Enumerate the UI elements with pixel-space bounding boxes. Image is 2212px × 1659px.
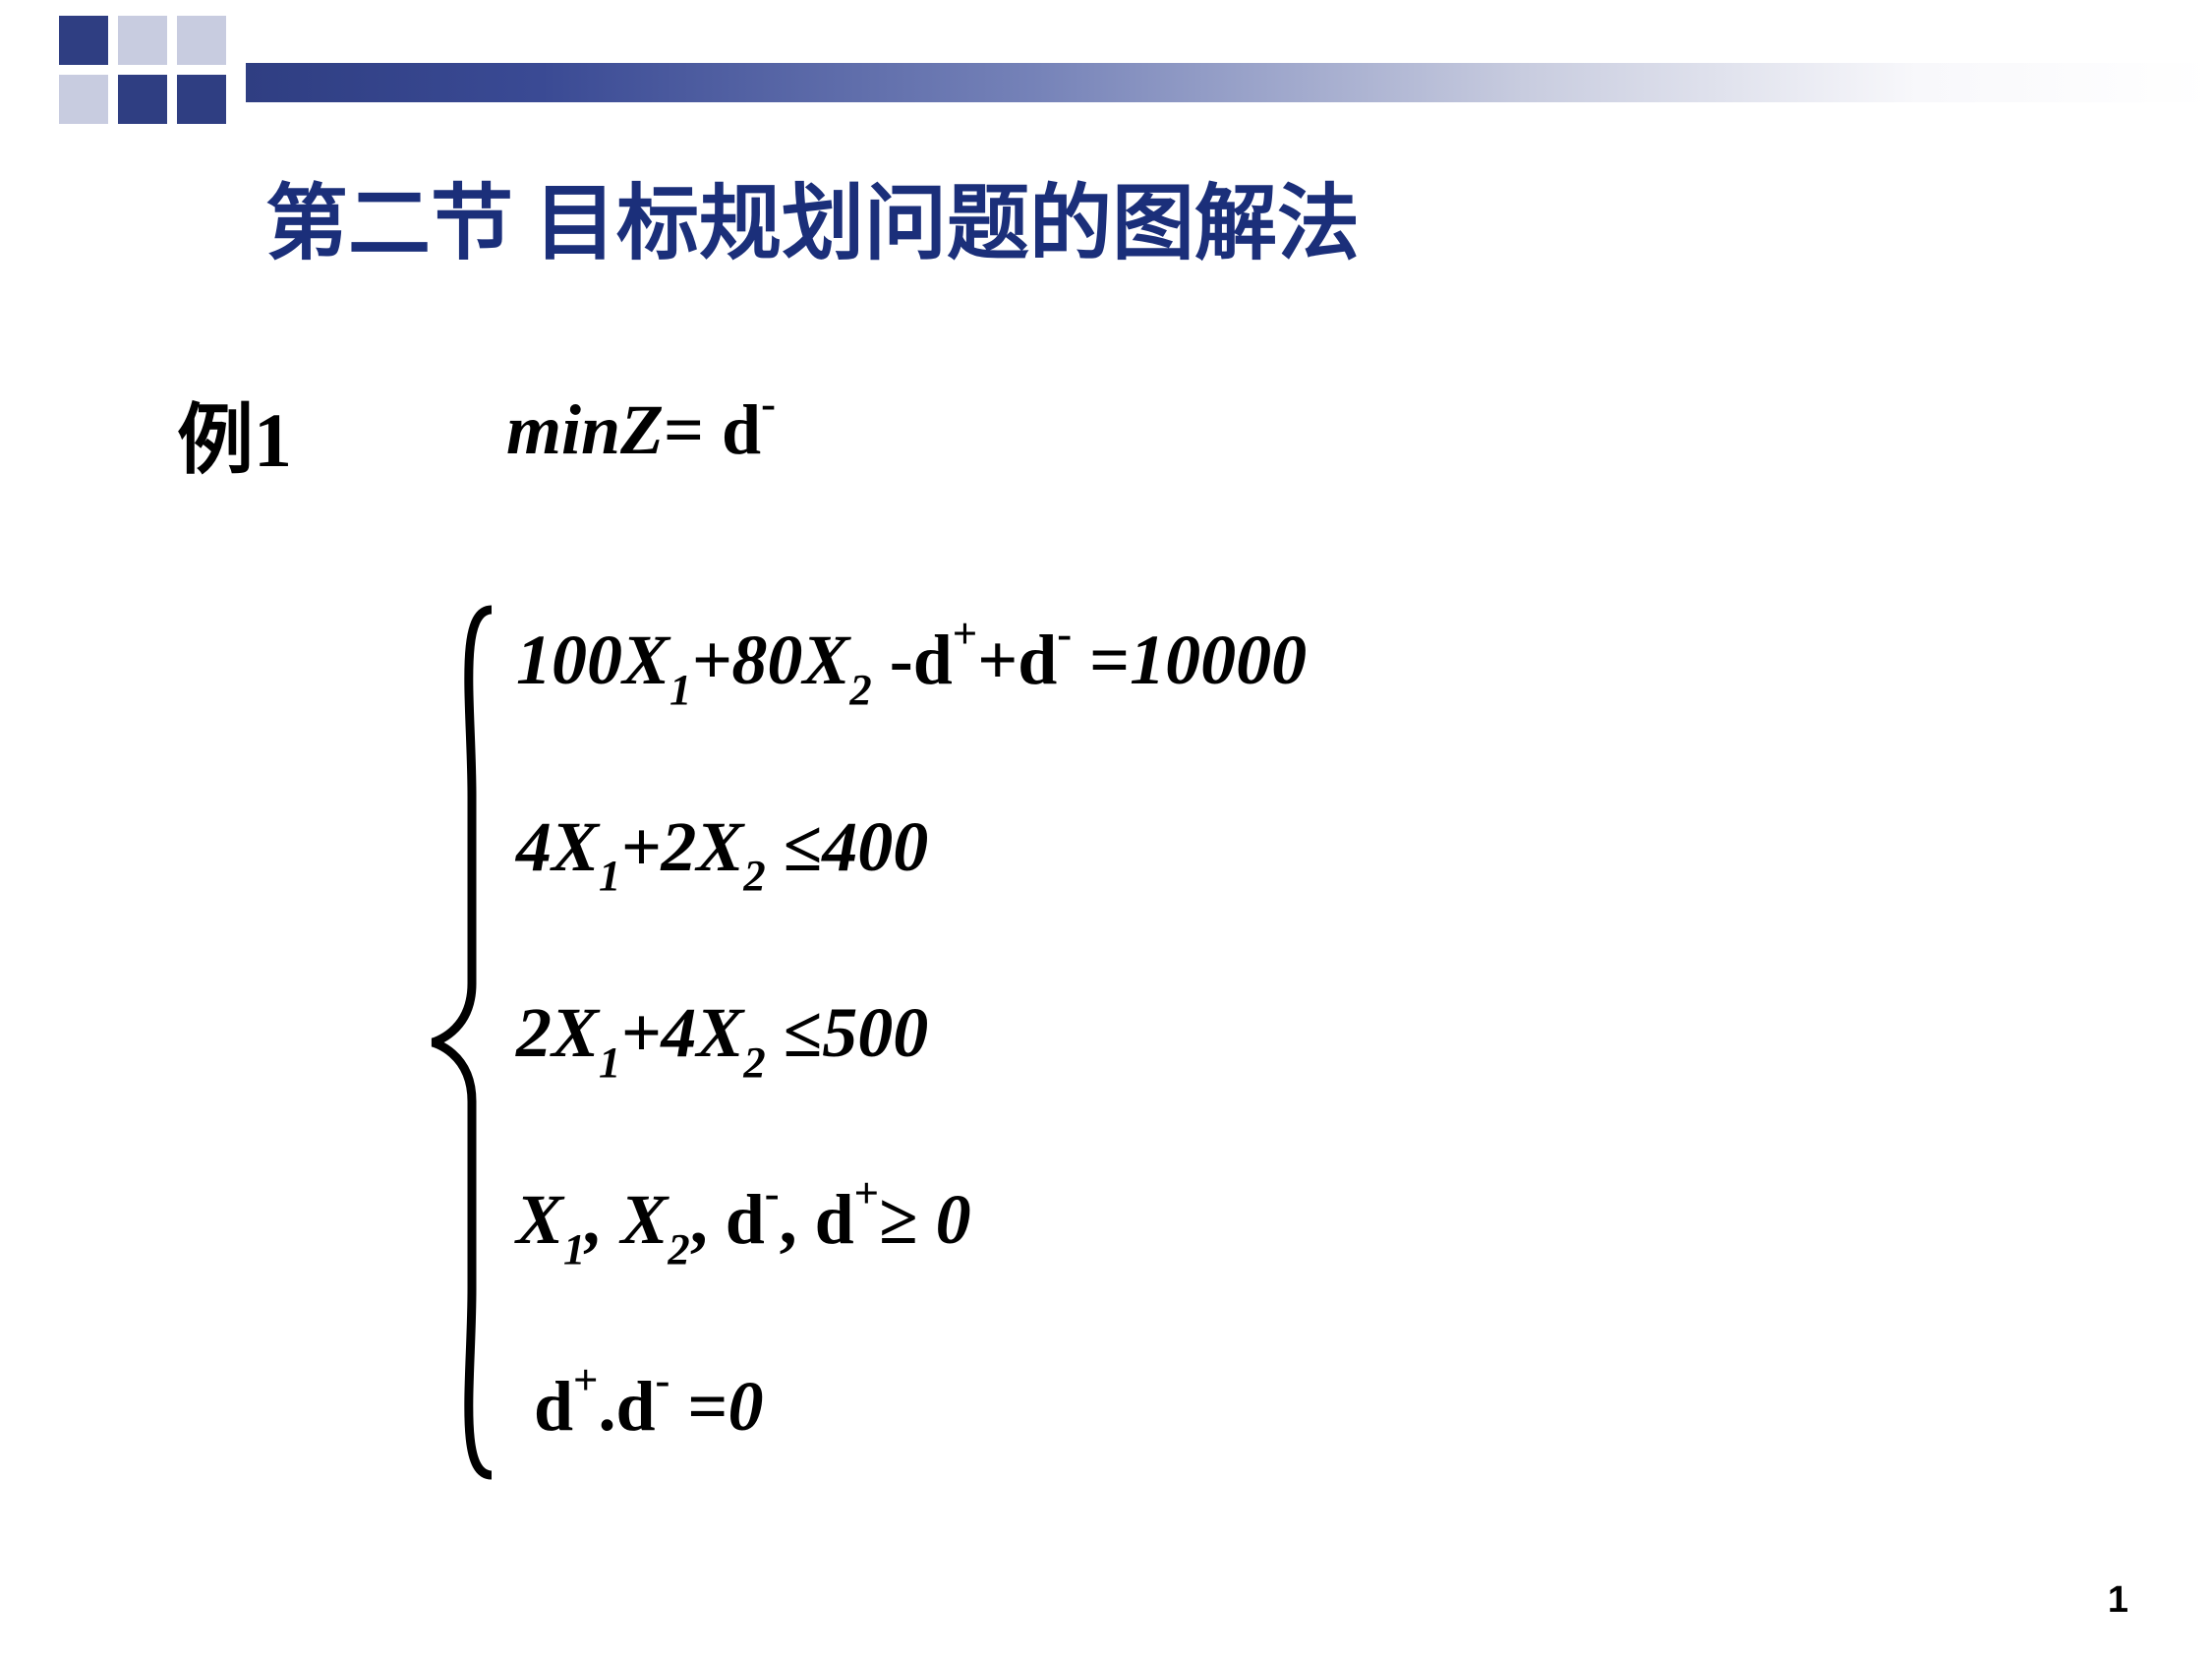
- brace-icon: [423, 600, 511, 1485]
- math-span: +d: [977, 621, 1057, 699]
- math-span: -: [656, 1355, 670, 1404]
- math-span: 1: [669, 665, 691, 714]
- math-span: -: [1057, 609, 1072, 658]
- math-span: .d: [598, 1367, 655, 1446]
- objective-function: minZ= d-: [506, 388, 776, 471]
- math-span: 1: [599, 851, 620, 900]
- decor-gradient-bar: [246, 63, 2212, 102]
- math-span: 1: [563, 1224, 585, 1274]
- math-span: -: [872, 621, 913, 699]
- math-span: 1: [599, 1037, 620, 1087]
- constraint-row: 100X1+80X2 -d++d- =10000: [516, 620, 1307, 710]
- math-span: , d: [690, 1180, 765, 1259]
- math-span: , X: [585, 1180, 668, 1259]
- page-number: 1: [2108, 1579, 2128, 1622]
- math-span: d: [913, 621, 953, 699]
- math-span: 2X: [516, 993, 599, 1072]
- math-span: ≤: [766, 993, 823, 1072]
- math-span: +: [953, 609, 977, 658]
- example-label: 例1: [177, 379, 292, 489]
- math-span: 400: [822, 807, 928, 886]
- slide-title: 第二节 目标规划问题的图解法: [265, 157, 1360, 276]
- constraint-row: 2X1+4X2 ≤500: [516, 992, 1307, 1083]
- objective-eq: = d: [664, 390, 761, 469]
- math-span: , d: [780, 1180, 854, 1259]
- header-decor: [0, 0, 2212, 138]
- decor-square: [177, 16, 226, 65]
- math-span: +80X: [691, 621, 849, 699]
- constraint-rows: 100X1+80X2 -d++d- =100004X1+2X2 ≤4002X1+…: [516, 620, 1307, 1448]
- math-span: ≥: [879, 1180, 936, 1259]
- math-span: 0: [728, 1367, 763, 1446]
- math-span: 500: [822, 993, 928, 1072]
- constraint-row: 4X1+2X2 ≤400: [516, 806, 1307, 897]
- math-span: ≤: [766, 807, 823, 886]
- objective-min: minZ: [506, 390, 664, 469]
- math-span: 2: [668, 1224, 689, 1274]
- objective-sup: -: [761, 379, 776, 428]
- math-span: 100X: [516, 621, 669, 699]
- math-span: +2X: [620, 807, 743, 886]
- math-span: 10000: [1130, 621, 1307, 699]
- math-span: 2: [743, 851, 765, 900]
- math-span: +: [573, 1355, 598, 1404]
- math-span: X: [516, 1180, 563, 1259]
- decor-square: [118, 16, 167, 65]
- decor-square: [59, 75, 108, 124]
- math-span: -: [765, 1168, 780, 1217]
- math-span: 4X: [516, 807, 599, 886]
- constraints-block: 100X1+80X2 -d++d- =100004X1+2X2 ≤4002X1+…: [423, 600, 1996, 1485]
- math-span: 0: [936, 1180, 971, 1259]
- constraint-row: d+.d- =0: [534, 1366, 1307, 1448]
- constraint-row: X1, X2, d-, d+≥ 0: [516, 1179, 1307, 1270]
- math-span: 2: [743, 1037, 765, 1087]
- decor-square: [118, 75, 167, 124]
- math-span: +4X: [620, 993, 743, 1072]
- decor-square: [59, 16, 108, 65]
- decor-square: [177, 75, 226, 124]
- math-span: 2: [849, 665, 871, 714]
- math-span: +: [854, 1168, 879, 1217]
- math-span: =: [1072, 621, 1130, 699]
- math-span: d: [534, 1367, 573, 1446]
- math-span: =: [669, 1367, 728, 1446]
